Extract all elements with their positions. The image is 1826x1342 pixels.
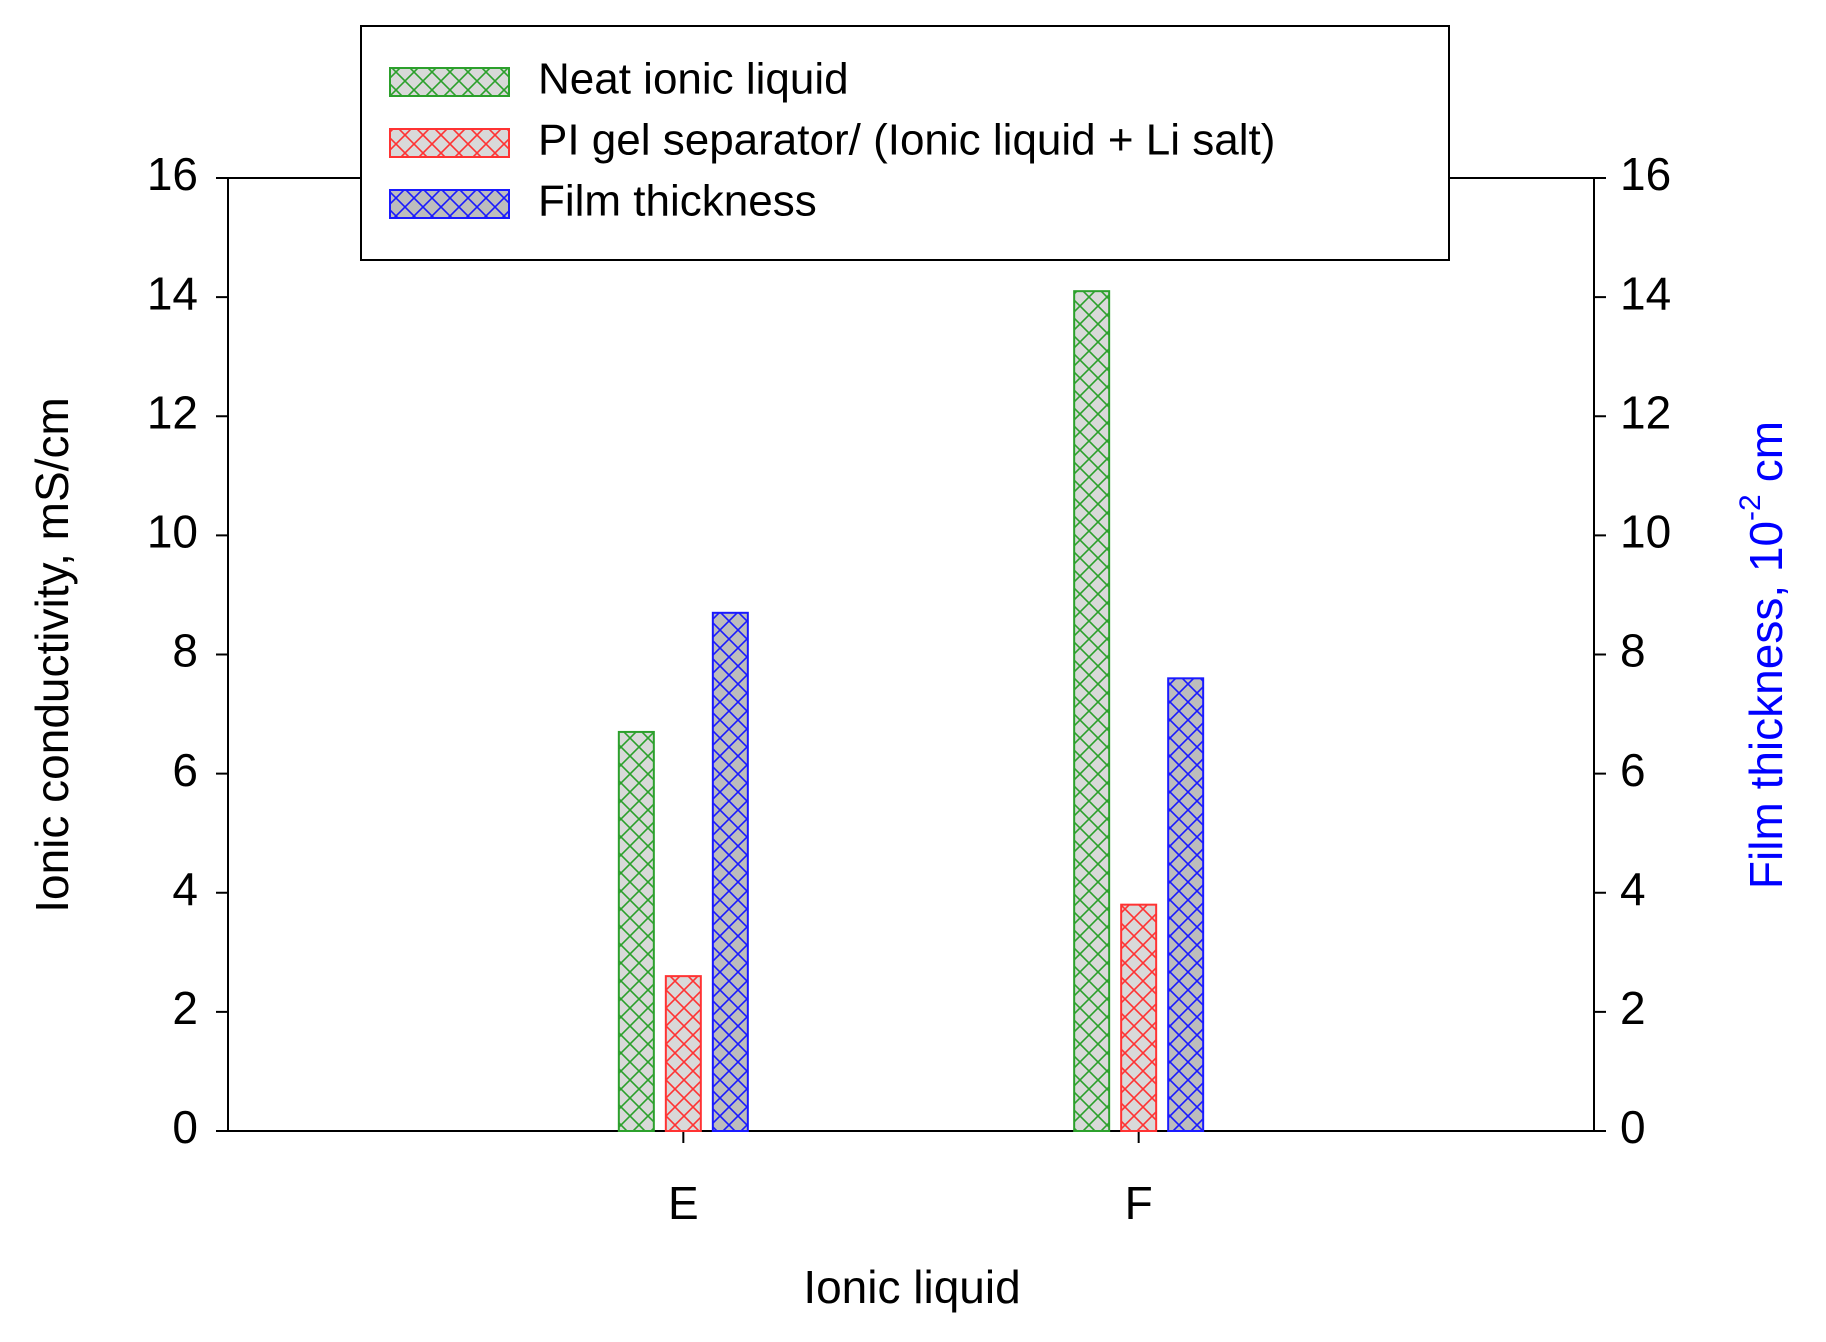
y-tick-label: 4 — [172, 863, 198, 915]
plot-frame — [227, 177, 1595, 1132]
y2-tick-label: 0 — [1620, 1101, 1646, 1153]
bar — [617, 730, 655, 1133]
y2-tick-label: 2 — [1620, 982, 1646, 1034]
y2-tick-label: 6 — [1620, 744, 1646, 796]
y-tick-label: 14 — [147, 267, 198, 319]
legend-swatch — [389, 67, 510, 97]
y2-label-text: Film thickness, 10 — [1740, 521, 1792, 889]
y-axis-label: Ionic conductivity, mS/cm — [26, 397, 78, 913]
legend-swatch — [389, 189, 510, 219]
legend-label: PI gel separator/ (Ionic liquid + Li sal… — [538, 116, 1275, 165]
legend-swatch — [389, 128, 510, 158]
y2-tick-label: 16 — [1620, 148, 1671, 200]
x-axis-label: Ionic liquid — [803, 1261, 1020, 1313]
y-tick-label: 12 — [147, 386, 198, 438]
y2-tick-label: 12 — [1620, 386, 1671, 438]
bar — [1073, 290, 1111, 1132]
bar — [664, 975, 702, 1133]
y-tick-label: 6 — [172, 744, 198, 796]
y-tick-label: 0 — [172, 1101, 198, 1153]
y2-tick-label: 8 — [1620, 625, 1646, 677]
bar — [1167, 677, 1205, 1132]
legend-label: Neat ionic liquid — [538, 55, 849, 104]
x-tick-label: E — [668, 1177, 699, 1229]
y2-tick-label: 14 — [1620, 267, 1671, 319]
bar — [1120, 903, 1158, 1132]
y2-label-superscript: -2 — [1734, 494, 1767, 521]
legend-box — [360, 25, 1450, 261]
y-tick-label: 16 — [147, 148, 198, 200]
y2-tick-label: 4 — [1620, 863, 1646, 915]
y2-tick-label: 10 — [1620, 506, 1671, 558]
legend-label: Film thickness — [538, 177, 817, 226]
y-tick-label: 2 — [172, 982, 198, 1034]
y2-axis-label: Film thickness, 10-2 cm — [1734, 421, 1792, 889]
x-tick-label: F — [1125, 1177, 1153, 1229]
y2-label-unit: cm — [1740, 421, 1792, 482]
y-tick-label: 8 — [172, 625, 198, 677]
y-tick-label: 10 — [147, 506, 198, 558]
bar — [711, 611, 749, 1132]
